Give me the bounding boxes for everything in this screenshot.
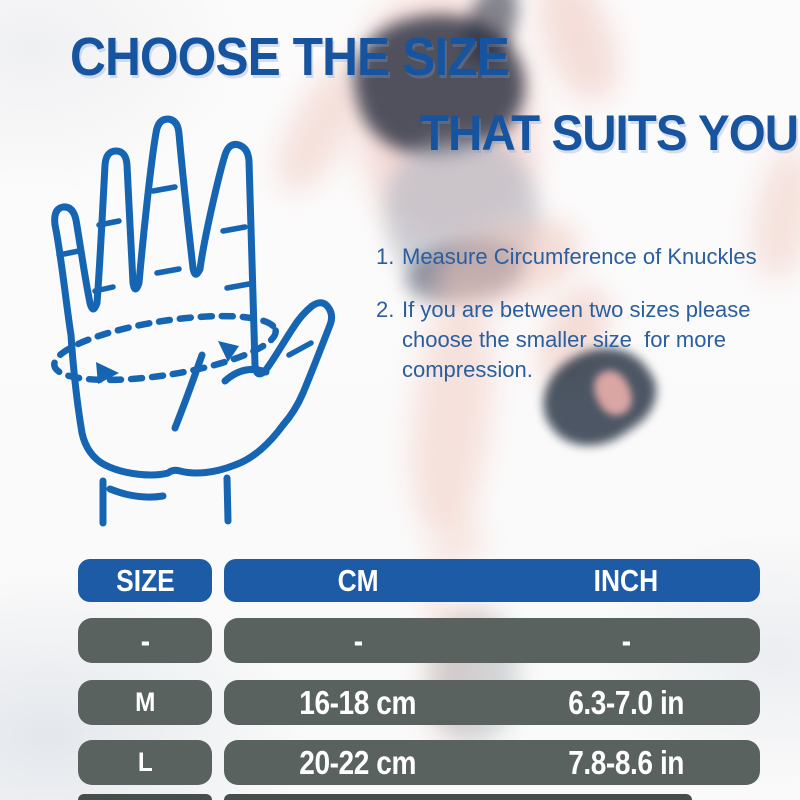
instruction-2-line-1: If you are between two sizes please	[402, 297, 751, 322]
title-line-2-text: THAT SUITS YOU	[419, 105, 799, 161]
instructions: 1. Measure Circumference of Knuckles 2. …	[376, 242, 796, 385]
row1-size-value: -	[140, 621, 150, 659]
arrow-up-left-icon	[218, 341, 239, 362]
instruction-1-line-1: Measure Circumference of Knuckles	[402, 244, 757, 269]
row2-size-value: M	[134, 687, 156, 717]
instruction-item-2: 2. If you are between two sizes please c…	[376, 295, 796, 385]
row1-size-cell: -	[78, 618, 212, 663]
wrist-lines	[99, 474, 232, 527]
size-table: SIZE CM INCH - - - M 16-18 cm 6.3-7.0 in	[78, 559, 760, 800]
hand-knuckle-measurement-diagram	[51, 115, 336, 527]
title-line-1-text: CHOOSE THE SIZE	[70, 27, 510, 87]
instruction-1-number: 1.	[376, 244, 395, 269]
row3-size-cell: L	[78, 740, 212, 785]
row2-inch-value: 6.3-7.0 in	[568, 683, 684, 721]
row3-data-cell: 20-22 cm 7.8-8.6 in	[224, 740, 760, 785]
header-cell-units: CM INCH	[224, 559, 760, 602]
thumb-crease	[221, 366, 270, 385]
table-row: M 16-18 cm 6.3-7.0 in	[78, 680, 760, 725]
row1-inch-value: -	[621, 621, 631, 659]
row2-size-cell: M	[78, 680, 212, 725]
table-row: L 20-22 cm 7.8-8.6 in	[78, 740, 760, 785]
row2-cm-value: 16-18 cm	[299, 683, 417, 721]
instruction-1-text: Measure Circumference of Knuckles	[402, 242, 757, 272]
row2-data-cell: 16-18 cm 6.3-7.0 in	[224, 680, 760, 725]
arrow-right-icon	[96, 362, 119, 384]
row1-data-cell: - -	[224, 618, 760, 663]
row3-inch-value: 7.8-8.6 in	[568, 743, 684, 781]
header-size-label: SIZE	[115, 562, 175, 598]
palm-crease	[171, 351, 206, 432]
table-next-row-partial	[78, 794, 760, 800]
title-line-1: CHOOSE THE SIZE	[70, 26, 547, 88]
table-row: - - -	[78, 618, 760, 663]
row3-size-value: L	[137, 747, 153, 777]
hand-outline	[51, 115, 336, 479]
instruction-item-1: 1. Measure Circumference of Knuckles	[376, 242, 796, 272]
header-inch-label: INCH	[593, 562, 659, 598]
title-line-2: THAT SUITS YOU	[400, 104, 799, 162]
instruction-2-number: 2.	[376, 297, 395, 322]
measurement-ellipse	[51, 312, 279, 384]
finger-joint-ticks	[56, 184, 314, 358]
instruction-2-text: If you are between two sizes please choo…	[402, 295, 751, 385]
table-header-row: SIZE CM INCH	[78, 559, 760, 602]
instruction-2-line-2: choose the smaller size for more	[402, 327, 727, 352]
header-cm-label: CM	[337, 562, 379, 598]
row1-cm-value: -	[353, 621, 363, 659]
header-cell-size: SIZE	[78, 559, 212, 602]
instruction-2-line-3: compression.	[402, 357, 533, 382]
row3-cm-value: 20-22 cm	[299, 743, 417, 781]
